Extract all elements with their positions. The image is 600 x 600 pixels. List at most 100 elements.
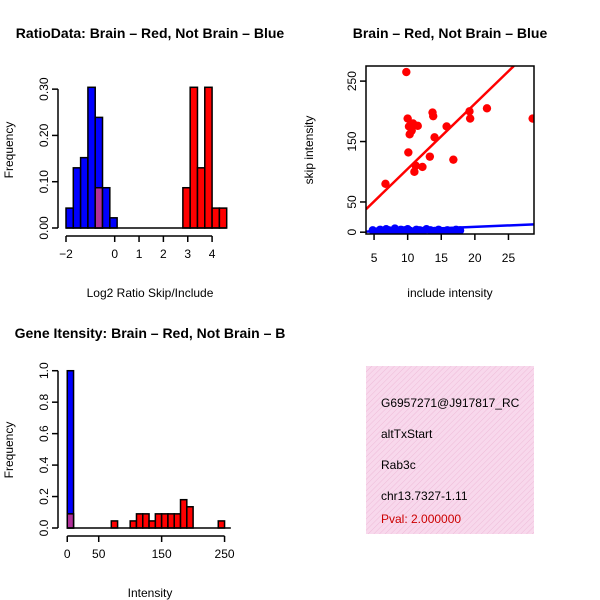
gene-name: Rab3c (381, 458, 416, 472)
intensity-y-tick-label: 1.0 (37, 362, 51, 379)
point-not-brain (455, 226, 465, 234)
intensity-y-tick-label: 0.0 (37, 519, 51, 536)
intensity-bar-brain (142, 513, 150, 529)
point-brain (425, 152, 435, 161)
scatter-y-tick-label: 250 (345, 71, 359, 91)
ratio-bar-not-brain (87, 86, 96, 229)
intensity-y-tick-label: 0.6 (37, 425, 51, 442)
ratio-x-tick-label: 4 (209, 247, 216, 261)
scatter-x-tick-label: 10 (401, 251, 415, 265)
ratio-y-tick-label: 0.30 (37, 77, 51, 101)
intensity-bar-brain (154, 513, 163, 529)
point-brain (430, 133, 439, 142)
point-brain (482, 104, 492, 113)
ratio-bar-overlap (94, 186, 104, 229)
ratio-y-tick-label: 0.00 (37, 216, 51, 240)
scatter-y-axis: 0 50 150 250 (345, 71, 366, 236)
intensity-x-label: Intensity (128, 586, 173, 600)
ratio-bar-not-brain (101, 186, 111, 229)
intensity-bar-brain (135, 513, 144, 529)
intensity-bar-overlap (66, 513, 75, 529)
event-id: G6957271@J917817_RC (381, 396, 520, 410)
intensity-bar-brain (148, 520, 157, 529)
ratio-bar-brain (182, 186, 191, 229)
point-brain (528, 114, 534, 123)
point-brain (404, 148, 413, 157)
point-brain (465, 114, 475, 123)
scatter-y-tick-label: 150 (345, 131, 359, 151)
ratio-bars (65, 86, 228, 229)
scatter-y-tick-label: 0 (345, 229, 359, 236)
ratio-x-tick-label: 1 (136, 247, 143, 261)
fit-line-brain (366, 66, 515, 211)
ratio-y-label: Frequency (2, 122, 16, 179)
skip-include-scatter: Brain – Red, Not Brain – Blue 5 10 15 20 25 … (302, 25, 547, 300)
intensity-x-tick-label: 150 (152, 547, 172, 561)
gene-location: chr13.7327-1.11 (381, 489, 468, 503)
intensity-bar-brain (167, 513, 175, 529)
intensity-bar-not-brain (66, 369, 75, 529)
point-brain (418, 162, 427, 172)
ratio-x-axis: −2 0 1 2 3 4 (59, 235, 216, 261)
point-brain (381, 179, 390, 189)
ratio-x-label: Log2 Ratio Skip/Include (87, 286, 214, 300)
intensity-bar-brain (179, 498, 188, 529)
intensity-chart-title: Gene Itensity: Brain – Red, Not Brain – … (15, 325, 286, 341)
event-type: altTxStart (381, 427, 433, 441)
ratio-x-tick-label: 3 (184, 247, 191, 261)
intensity-y-axis: 0.0 0.2 0.4 0.6 0.8 1.0 (37, 362, 59, 536)
ratio-x-tick-label: 0 (111, 247, 118, 261)
point-brain (442, 122, 451, 131)
intensity-bar-brain (217, 520, 226, 529)
point-brain (429, 111, 438, 121)
point-brain (411, 161, 420, 170)
ratio-bar-brain (189, 86, 199, 229)
intensity-bar-brain (160, 513, 169, 529)
intensity-x-tick-label: 0 (64, 547, 71, 561)
ratio-bar-brain (204, 86, 213, 229)
intensity-x-tick-label: 50 (92, 547, 106, 561)
point-brain (413, 121, 422, 131)
info-background (366, 366, 534, 534)
p-value: Pval: 2.000000 (381, 512, 461, 526)
info-box: G6957271@J917817_RC altTxStart Rab3c chr… (366, 366, 534, 534)
ratio-bar-not-brain (72, 167, 82, 229)
intensity-x-tick-label: 250 (215, 547, 235, 561)
scatter-frame (365, 65, 535, 235)
scatter-chart-title: Brain – Red, Not Brain – Blue (353, 25, 548, 41)
point-brain (403, 114, 412, 123)
intensity-y-tick-label: 0.8 (37, 394, 51, 411)
point-brain (407, 126, 416, 135)
scatter-x-tick-label: 15 (435, 251, 449, 265)
scatter-x-tick-label: 25 (502, 251, 516, 265)
point-brain (449, 155, 458, 164)
intensity-bars (66, 369, 231, 529)
intensity-bar-brain (110, 520, 119, 529)
point-brain (465, 107, 474, 116)
intensity-y-tick-label: 0.2 (37, 488, 51, 505)
ratio-bar-brain (196, 167, 206, 229)
ratio-bar-not-brain (65, 207, 75, 229)
scatter-x-axis: 5 10 15 20 25 (371, 234, 516, 265)
intensity-y-tick-label: 0.4 (37, 456, 51, 473)
ratio-chart-title: RatioData: Brain – Red, Not Brain – Blue (16, 25, 285, 41)
ratio-bar-brain (218, 207, 228, 229)
point-brain (402, 67, 411, 77)
ratio-bar-brain (211, 207, 221, 229)
ratio-y-axis: 0.00 0.10 0.20 0.30 (37, 77, 59, 240)
intensity-y-label: Frequency (2, 422, 16, 479)
ratio-x-tick-label: 2 (160, 247, 167, 261)
scatter-x-tick-label: 5 (371, 251, 378, 265)
ratio-histogram: RatioData: Brain – Red, Not Brain – Blue… (2, 25, 284, 300)
scatter-y-tick-label: 50 (345, 195, 359, 209)
scatter-y-label: skip intensity (302, 116, 316, 185)
intensity-x-axis: 0 50 150 250 (64, 535, 235, 561)
event-info-panel: G6957271@J917817_RC altTxStart Rab3c chr… (366, 366, 534, 534)
scatter-plot-area (366, 66, 534, 234)
ratio-y-tick-label: 0.10 (37, 170, 51, 194)
intensity-bar-brain (129, 520, 138, 529)
ratio-y-tick-label: 0.20 (37, 123, 51, 147)
ratio-x-tick-label: −2 (59, 247, 73, 261)
intensity-bar-brain (173, 513, 182, 529)
